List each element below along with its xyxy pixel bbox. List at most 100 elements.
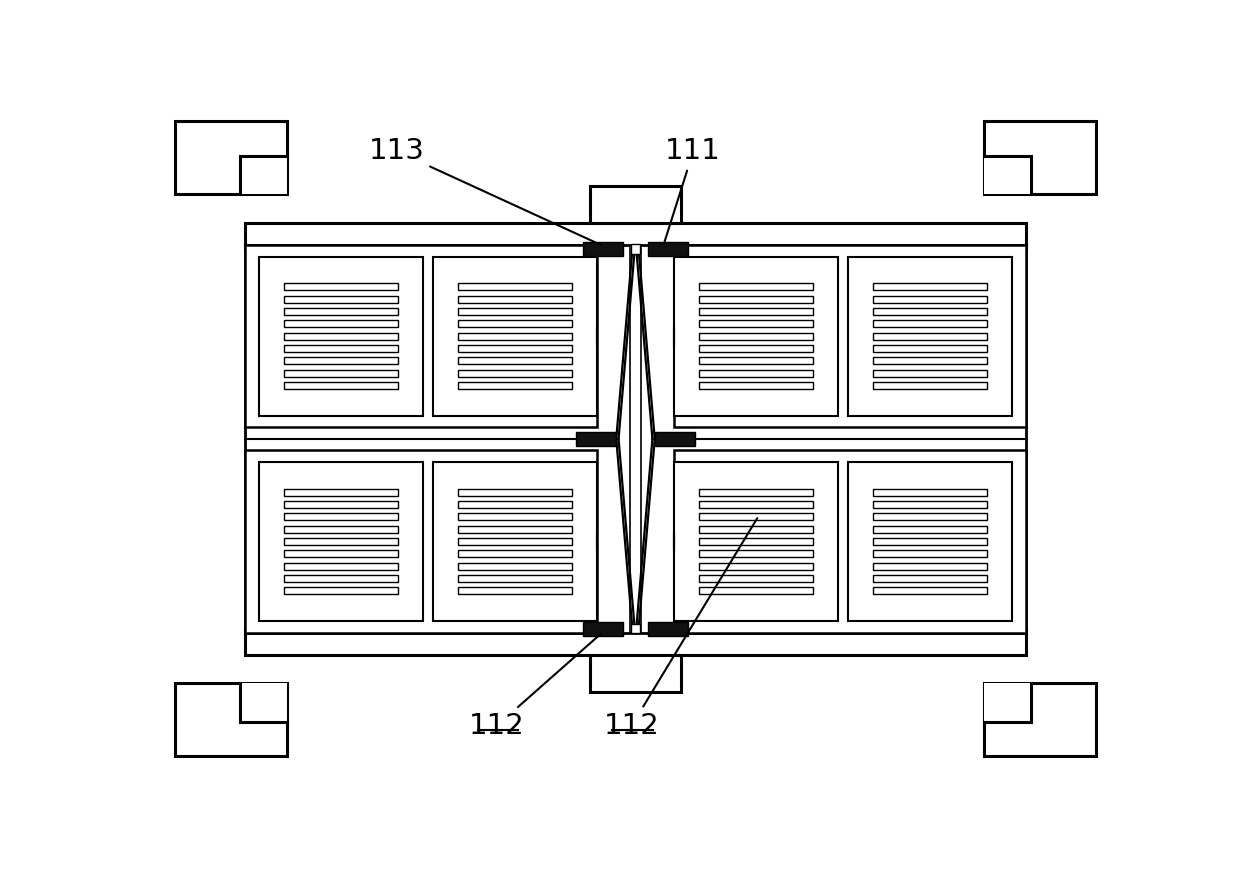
Bar	[458, 550, 573, 557]
Bar	[698, 382, 813, 389]
Bar	[284, 562, 398, 569]
Bar	[284, 333, 398, 340]
Bar	[458, 345, 573, 352]
Bar	[675, 462, 838, 621]
Bar	[873, 321, 987, 328]
Bar	[259, 256, 423, 415]
Bar	[458, 382, 573, 389]
Bar	[284, 550, 398, 557]
Bar	[241, 683, 286, 722]
Bar	[284, 345, 398, 352]
Bar	[631, 624, 640, 634]
Bar	[675, 245, 1025, 428]
Bar	[848, 462, 1012, 621]
Bar	[284, 321, 398, 328]
Bar	[698, 562, 813, 569]
Bar	[458, 321, 573, 328]
Bar	[284, 308, 398, 315]
Bar	[631, 244, 640, 254]
Bar	[873, 382, 987, 389]
Bar	[458, 333, 573, 340]
Bar	[284, 382, 398, 389]
Bar	[873, 526, 987, 533]
Bar	[458, 308, 573, 315]
Bar	[698, 333, 813, 340]
Bar	[284, 501, 398, 508]
Bar	[590, 186, 681, 222]
Bar	[698, 321, 813, 328]
Bar	[698, 345, 813, 352]
Bar	[246, 630, 1025, 655]
Bar	[698, 357, 813, 364]
Bar	[698, 587, 813, 594]
Bar	[246, 245, 596, 428]
Bar	[583, 242, 624, 256]
Bar	[873, 587, 987, 594]
Bar	[698, 538, 813, 545]
Bar	[284, 283, 398, 290]
Bar	[873, 345, 987, 352]
Bar	[458, 562, 573, 569]
Bar	[647, 242, 688, 256]
Bar	[630, 245, 641, 633]
Bar	[655, 432, 694, 446]
Bar	[985, 121, 1096, 195]
Bar	[873, 333, 987, 340]
Bar	[458, 283, 573, 290]
Bar	[583, 621, 624, 635]
Bar	[284, 295, 398, 302]
Bar	[698, 514, 813, 521]
Bar	[246, 222, 1025, 248]
Bar	[985, 683, 1096, 757]
Bar	[284, 526, 398, 533]
Bar	[284, 369, 398, 376]
Bar	[284, 538, 398, 545]
Bar	[458, 501, 573, 508]
Bar	[458, 488, 573, 495]
Bar	[458, 575, 573, 582]
Bar	[873, 538, 987, 545]
Bar	[698, 501, 813, 508]
Bar	[458, 369, 573, 376]
Text: 111: 111	[665, 137, 722, 243]
Bar	[873, 295, 987, 302]
Text: 113: 113	[368, 137, 600, 245]
Bar	[175, 121, 286, 195]
Bar	[458, 526, 573, 533]
Bar	[698, 369, 813, 376]
Bar	[873, 550, 987, 557]
Bar	[241, 156, 286, 195]
Bar	[873, 501, 987, 508]
Bar	[590, 655, 681, 692]
Bar	[175, 683, 286, 757]
Bar	[259, 462, 423, 621]
Text: 112: 112	[469, 634, 601, 740]
Bar	[284, 514, 398, 521]
Bar	[433, 256, 596, 415]
Bar	[458, 587, 573, 594]
Bar	[698, 308, 813, 315]
Bar	[873, 488, 987, 495]
Bar	[848, 256, 1012, 415]
Bar	[458, 538, 573, 545]
Bar	[458, 514, 573, 521]
Bar	[873, 514, 987, 521]
Bar	[577, 432, 616, 446]
Bar	[698, 488, 813, 495]
Bar	[873, 283, 987, 290]
Bar	[698, 526, 813, 533]
Bar	[873, 369, 987, 376]
Bar	[675, 450, 1025, 633]
Bar	[698, 295, 813, 302]
Bar	[647, 621, 688, 635]
Bar	[873, 357, 987, 364]
Bar	[284, 357, 398, 364]
Bar	[284, 488, 398, 495]
Bar	[246, 450, 596, 633]
Bar	[873, 562, 987, 569]
Bar	[675, 256, 838, 415]
Bar	[284, 587, 398, 594]
Bar	[458, 357, 573, 364]
Bar	[985, 156, 1030, 195]
Bar	[698, 550, 813, 557]
